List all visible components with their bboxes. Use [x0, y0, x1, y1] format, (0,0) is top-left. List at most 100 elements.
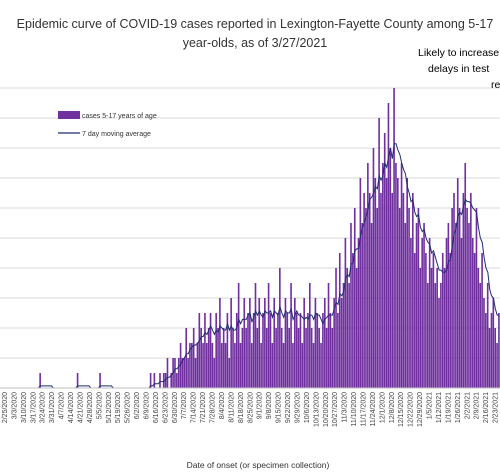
bar: [230, 298, 232, 388]
bar: [217, 328, 219, 388]
bar: [408, 208, 410, 388]
x-tick-label: 5/12/2020: [106, 392, 113, 423]
bar: [445, 238, 448, 388]
bar: [314, 298, 317, 388]
bar: [492, 298, 495, 388]
x-tick-label: 3/24/2020: [40, 392, 47, 423]
x-tick-label: 8/4/2020: [219, 392, 226, 419]
x-tick-label: 11/3/2020: [342, 392, 349, 423]
legend-bar-swatch: [58, 111, 80, 119]
bar: [436, 268, 438, 388]
x-tick-label: 11/10/2020: [351, 392, 358, 427]
x-tick-label: 1/26/2021: [455, 392, 462, 423]
bar: [498, 313, 500, 388]
bar: [226, 313, 229, 388]
bar: [440, 283, 442, 388]
bar: [352, 253, 354, 388]
bar: [327, 283, 330, 388]
x-tick-label: 2/9/2021: [474, 392, 481, 419]
annotation-line2: delays in test: [428, 63, 489, 75]
bar: [466, 208, 468, 388]
x-tick-label: 3/17/2020: [30, 392, 37, 423]
bar: [320, 343, 322, 388]
bar: [249, 298, 251, 388]
bar: [177, 358, 180, 388]
bar: [374, 178, 377, 388]
bar: [432, 253, 435, 388]
bar: [164, 373, 167, 388]
bar: [486, 283, 489, 388]
bar: [273, 298, 276, 388]
bar: [149, 373, 152, 388]
bar: [254, 283, 257, 388]
x-tick-label: 1/19/2021: [445, 392, 452, 423]
bar: [299, 313, 302, 388]
bar: [367, 163, 369, 388]
bar: [329, 313, 332, 388]
bar: [443, 268, 446, 388]
bar: [494, 328, 496, 388]
bar: [312, 343, 315, 388]
bar: [220, 343, 223, 388]
bar: [456, 178, 459, 388]
bar: [153, 373, 156, 388]
bar: [398, 208, 401, 388]
x-tick-label: 6/16/2020: [153, 392, 160, 423]
bar: [205, 343, 208, 388]
bar: [331, 328, 334, 388]
bar: [488, 328, 491, 388]
bar: [419, 268, 422, 388]
x-tick-label: 6/23/2020: [162, 392, 169, 423]
bar: [462, 193, 465, 388]
bar: [318, 328, 320, 388]
bar: [282, 343, 285, 388]
bar: [335, 268, 337, 388]
x-tick-label: 12/22/2020: [408, 392, 415, 427]
bar: [483, 298, 485, 388]
x-tick-label: 7/7/2020: [181, 392, 188, 419]
bar: [393, 88, 395, 388]
bar: [404, 223, 407, 388]
bar: [316, 313, 319, 388]
bar: [402, 193, 405, 388]
x-tick-label: 10/27/2020: [332, 392, 339, 427]
bar: [496, 343, 498, 388]
bar: [307, 313, 309, 388]
x-tick-label: 4/21/2020: [78, 392, 85, 423]
bar: [275, 328, 277, 388]
annotation-line3: re: [491, 79, 500, 91]
bar: [213, 358, 216, 388]
bar: [458, 208, 461, 388]
legend: cases 5-17 years of age 7 day moving ave…: [58, 111, 157, 138]
x-tick-label: 5/5/2020: [96, 392, 103, 419]
bar: [267, 283, 270, 388]
bar: [209, 313, 212, 388]
bar: [256, 328, 259, 388]
legend-line-label: 7 day moving average: [82, 131, 151, 138]
bar: [250, 343, 253, 388]
bar: [361, 223, 364, 388]
bar: [308, 283, 311, 388]
bar: [447, 223, 450, 388]
chart-title-line1: Epidemic curve of COVID-19 cases reporte…: [17, 17, 494, 31]
bar: [286, 313, 289, 388]
bar: [258, 298, 261, 388]
bar: [305, 328, 307, 388]
bar: [245, 328, 247, 388]
bar: [430, 268, 433, 388]
bar: [372, 148, 375, 388]
bar: [224, 343, 227, 388]
bar: [338, 253, 341, 388]
bar: [232, 328, 234, 388]
bar: [333, 298, 335, 388]
bar: [481, 253, 483, 388]
x-tick-label: 12/1/2020: [379, 392, 386, 423]
bar: [387, 103, 390, 388]
x-tick-labels: 2/25/2020 3/3/2020 3/10/2020 3/17/2020 3/24/…: [2, 392, 500, 427]
bar: [99, 373, 101, 388]
bar: [237, 283, 240, 388]
bar: [353, 208, 356, 388]
bar: [380, 193, 382, 388]
bar: [340, 298, 343, 388]
bar: [397, 178, 399, 388]
